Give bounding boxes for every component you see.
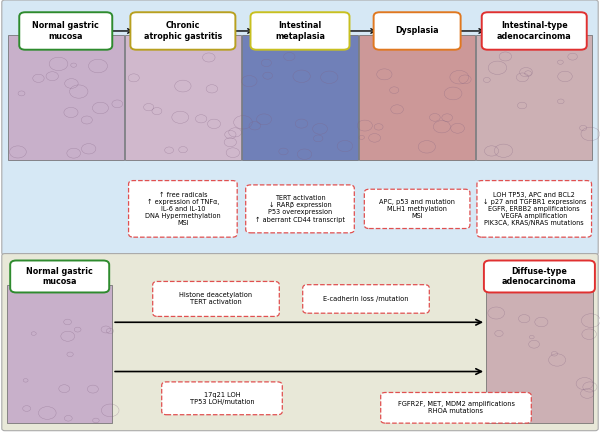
Text: Normal gastric
mucosa: Normal gastric mucosa: [32, 21, 99, 41]
Text: LOH TP53, APC and BCL2
↓ p27 and TGFBR1 expressions
EGFR, ERBB2 amplifications
V: LOH TP53, APC and BCL2 ↓ p27 and TGFBR1 …: [482, 192, 586, 226]
Bar: [242, 35, 358, 160]
Text: Normal gastric
mucosa: Normal gastric mucosa: [26, 267, 93, 286]
Text: Chronic
atrophic gastritis: Chronic atrophic gastritis: [144, 21, 222, 41]
Text: ↑ free radicals
↑ expression of TNFα,
IL-6 and IL-10
DNA Hypermethylation
MSI: ↑ free radicals ↑ expression of TNFα, IL…: [145, 192, 221, 226]
Text: FGFR2F, MET, MDM2 amplifications
RHOA mutations: FGFR2F, MET, MDM2 amplifications RHOA mu…: [398, 401, 515, 414]
Text: TERT activation
↓ RARβ expression
P53 overexpression
↑ aberrant CD44 transcript: TERT activation ↓ RARβ expression P53 ov…: [255, 195, 345, 222]
FancyBboxPatch shape: [2, 0, 598, 255]
FancyBboxPatch shape: [374, 12, 461, 50]
FancyBboxPatch shape: [364, 189, 470, 229]
FancyBboxPatch shape: [162, 382, 283, 415]
Bar: [476, 35, 592, 160]
FancyBboxPatch shape: [381, 392, 532, 423]
FancyBboxPatch shape: [246, 185, 354, 233]
FancyBboxPatch shape: [10, 260, 109, 292]
FancyBboxPatch shape: [482, 12, 587, 50]
Text: Diffuse-type
adenocarcinoma: Diffuse-type adenocarcinoma: [502, 267, 577, 286]
Text: Intestinal
metaplasia: Intestinal metaplasia: [275, 21, 325, 41]
Text: Intestinal-type
adenocarcinoma: Intestinal-type adenocarcinoma: [497, 21, 572, 41]
Text: Dysplasia: Dysplasia: [395, 26, 439, 35]
Text: Histone deacetylation
TERT activation: Histone deacetylation TERT activation: [179, 292, 253, 305]
FancyBboxPatch shape: [477, 181, 592, 237]
Bar: [125, 35, 241, 160]
FancyBboxPatch shape: [130, 12, 235, 50]
FancyBboxPatch shape: [128, 181, 237, 237]
Bar: [8, 35, 124, 160]
Bar: [359, 35, 475, 160]
FancyBboxPatch shape: [303, 285, 430, 313]
FancyBboxPatch shape: [152, 282, 279, 316]
Bar: [7, 285, 112, 423]
Text: E-cadherin loss /mutation: E-cadherin loss /mutation: [323, 296, 409, 302]
FancyBboxPatch shape: [19, 12, 112, 50]
Bar: [486, 285, 593, 423]
Text: APC, p53 and mutation
MLH1 methylation
MSI: APC, p53 and mutation MLH1 methylation M…: [379, 199, 455, 219]
FancyBboxPatch shape: [484, 260, 595, 292]
Text: 17q21 LOH
TP53 LOH/mutation: 17q21 LOH TP53 LOH/mutation: [190, 392, 254, 405]
FancyBboxPatch shape: [2, 254, 598, 431]
FancyBboxPatch shape: [251, 12, 349, 50]
